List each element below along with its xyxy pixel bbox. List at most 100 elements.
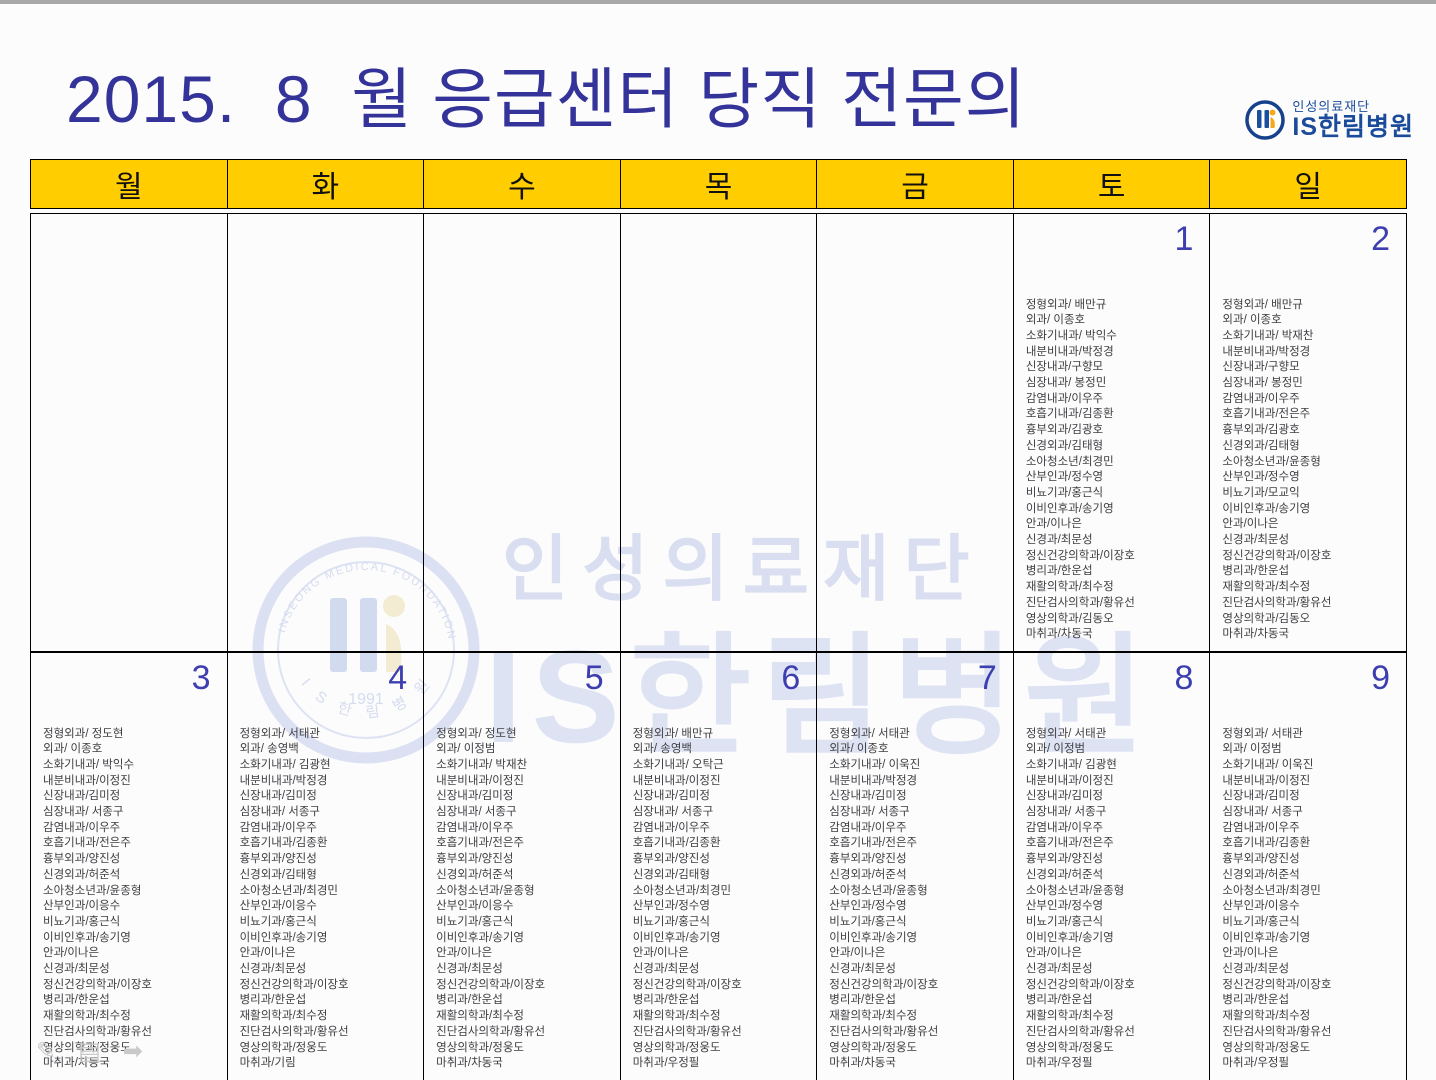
duty-entry: 비뇨기과/홍근식 [829, 915, 907, 928]
duty-entry: 정신건강의학과/이장호 [1025, 549, 1135, 562]
calendar-cell-empty-thu [620, 214, 818, 652]
duty-entry: 외과/ 송영백 [632, 743, 692, 756]
duty-entry: 호흡기내과/김종환 [1222, 837, 1311, 850]
calendar-cell-empty-fri [817, 214, 1014, 652]
duty-entry: 외과/ 이종호 [829, 743, 889, 756]
duty-entry: 소화기내과/ 박익수 [43, 758, 135, 771]
weekday-header-wed: 수 [424, 160, 621, 208]
duty-entry: 심장내과/ 서종구 [1025, 806, 1107, 819]
duty-entry: 신경과/최문성 [239, 963, 307, 976]
next-slide-icon[interactable]: ➡ [122, 1038, 143, 1065]
duty-entry: 산부인과/정수영 [1222, 471, 1300, 484]
duty-entry: 소아청소년과/최경민 [239, 884, 338, 897]
duty-list: 정형외과/ 서태관 외과/ 이종호 소화기내과/ 이욱진 내분비내과/박정경 신장내과/… [829, 727, 1013, 1072]
duty-entry: 병리과/한운섭 [239, 994, 307, 1007]
duty-entry: 정형외과/ 배만규 [632, 727, 714, 740]
duty-entry: 안과/이나은 [632, 947, 689, 960]
duty-entry: 영상의학과/정웅도 [632, 1041, 721, 1054]
duty-entry: 흉부외과/양진성 [1222, 853, 1300, 866]
duty-entry: 신경외과/허준석 [436, 868, 514, 881]
duty-entry: 신장내과/김미정 [436, 790, 514, 803]
duty-entry: 외과/ 이정범 [1025, 743, 1086, 756]
duty-entry: 신경외과/허준석 [1222, 868, 1300, 881]
day-number: 8 [1174, 659, 1194, 697]
duty-entry: 흉부외과/김광호 [1025, 424, 1104, 437]
duty-entry: 비뇨기과/홍근식 [239, 915, 317, 928]
duty-entry: 소아청소년과/최경민 [632, 884, 732, 897]
duty-entry: 안과/이나은 [1025, 947, 1082, 960]
duty-entry: 진단검사의학과/황유선 [829, 1025, 939, 1038]
weekday-header-sat: 토 [1014, 160, 1211, 208]
duty-entry: 재활의학과/최수정 [1222, 581, 1311, 594]
duty-entry: 안과/이나은 [1025, 518, 1082, 531]
calendar-cell-day-5: 5 정형외과/ 정도현 외과/ 이정범 소화기내과/ 박재찬 내분비내과/이정진 신장내… [424, 653, 621, 1080]
duty-entry: 마취과/우정필 [1222, 1057, 1290, 1070]
duty-entry: 신경과/최문성 [632, 963, 700, 976]
day-number: 4 [388, 659, 408, 697]
duty-entry: 진단검사의학과/황유선 [1222, 1025, 1332, 1038]
duty-list: 정형외과/ 서태관 외과/ 이정범 소화기내과/ 김광현 내분비내과/이정진 신장내과/… [1026, 727, 1210, 1072]
weekday-header-sun: 일 [1210, 160, 1407, 208]
duty-entry: 영상의학과/정웅도 [239, 1041, 328, 1054]
duty-entry: 흉부외과/양진성 [239, 853, 317, 866]
duty-entry: 산부인과/이응수 [239, 900, 317, 913]
duty-entry: 정신건강의학과/이장호 [436, 978, 546, 991]
hospital-emblem-icon [1245, 100, 1286, 140]
day-number: 2 [1371, 220, 1390, 258]
duty-entry: 소아청소년과/윤종형 [1025, 884, 1125, 897]
calendar-week-2: 3 정형외과/ 정도현 외과/ 이종호 소화기내과/ 박익수 내분비내과/이정진 신장내… [30, 652, 1407, 1080]
day-number: 1 [1174, 220, 1194, 258]
duty-entry: 내분비내과/이정진 [1222, 774, 1311, 787]
duty-entry: 영상의학과/김동오 [1025, 612, 1114, 625]
duty-entry: 신장내과/김미정 [239, 790, 317, 803]
duty-entry: 심장내과/ 서종구 [239, 806, 321, 819]
duty-list: 정형외과/ 배만규 외과/ 이종호 소화기내과/ 박재찬 내분비내과/박정경 신장내과/… [1222, 298, 1406, 643]
duty-entry: 영상의학과/김동오 [1222, 612, 1311, 625]
duty-entry: 재활의학과/최수정 [239, 1010, 328, 1023]
duty-entry: 외과/ 이종호 [1222, 314, 1282, 327]
duty-entry: 병리과/한운섭 [1222, 565, 1290, 578]
weekday-header-tue: 화 [228, 160, 425, 208]
duty-entry: 내분비내과/이정진 [43, 774, 131, 787]
duty-entry: 신장내과/김미정 [1222, 790, 1300, 803]
duty-entry: 병리과/한운섭 [436, 994, 503, 1007]
page-title: 2015. 8 월 응급센터 당직 전문의 [66, 62, 1027, 136]
duty-list: 정형외과/ 배만규 외과/ 송영백 소화기내과/ 오탁근 내분비내과/이정진 신장내과/… [633, 727, 817, 1072]
duty-entry: 정형외과/ 정도현 [43, 727, 124, 740]
pencil-tool-icon[interactable]: ✎ [36, 1038, 57, 1065]
duty-entry: 소화기내과/ 이욱진 [829, 758, 921, 771]
duty-entry: 심장내과/ 봉정민 [1025, 377, 1107, 390]
calendar-cell-day-8: 8 정형외과/ 서태관 외과/ 이정범 소화기내과/ 김광현 내분비내과/이정진 신장내… [1014, 653, 1211, 1080]
duty-entry: 정신건강의학과/이장호 [1025, 978, 1135, 991]
duty-list: 정형외과/ 배만규 외과/ 이종호 소화기내과/ 박익수 내분비내과/박정경 신장내과/… [1026, 298, 1210, 643]
slide-menu-icon[interactable]: ▤ [78, 1038, 101, 1065]
duty-entry: 소아청소년과/윤종형 [829, 884, 928, 897]
duty-entry: 신경과/최문성 [829, 963, 896, 976]
duty-entry: 영상의학과/정웅도 [1025, 1041, 1114, 1054]
duty-entry: 정형외과/ 서태관 [1025, 727, 1107, 740]
duty-entry: 소화기내과/ 이욱진 [1222, 758, 1314, 771]
duty-entry: 비뇨기과/홍근식 [632, 915, 710, 928]
duty-entry: 산부인과/정수영 [1025, 471, 1104, 484]
duty-entry: 심장내과/ 서종구 [632, 806, 714, 819]
weekday-header-thu: 목 [621, 160, 818, 208]
duty-entry: 재활의학과/최수정 [436, 1010, 524, 1023]
duty-entry: 안과/이나은 [1222, 947, 1279, 960]
duty-entry: 안과/이나은 [239, 947, 296, 960]
duty-entry: 진단검사의학과/황유선 [1025, 596, 1135, 609]
hospital-logo: 인성의료재단 IS한림병원 [1245, 100, 1414, 140]
duty-entry: 소화기내과/ 김광현 [1025, 758, 1117, 771]
duty-entry: 안과/이나은 [1222, 518, 1279, 531]
weekday-header-fri: 금 [817, 160, 1014, 208]
duty-entry: 내분비내과/박정경 [1222, 345, 1311, 358]
duty-entry: 소아청소년과/윤종형 [43, 884, 142, 897]
duty-entry: 재활의학과/최수정 [1222, 1010, 1311, 1023]
duty-entry: 정신건강의학과/이장호 [1222, 978, 1332, 991]
duty-entry: 흉부외과/양진성 [43, 853, 121, 866]
duty-entry: 외과/ 이종호 [43, 743, 103, 756]
duty-entry: 감염내과/이우주 [43, 821, 121, 834]
duty-entry: 병리과/한운섭 [829, 994, 896, 1007]
duty-entry: 감염내과/이우주 [1025, 821, 1104, 834]
calendar-week-1: 1 정형외과/ 배만규 외과/ 이종호 소화기내과/ 박익수 내분비내과/박정경 신장내… [30, 213, 1407, 652]
